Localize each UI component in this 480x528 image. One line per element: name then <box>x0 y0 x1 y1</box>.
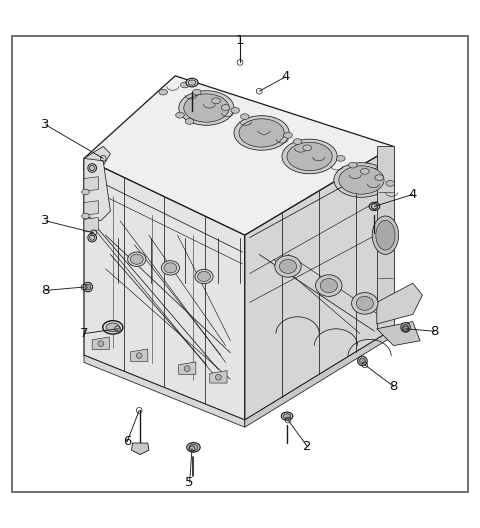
Text: 8: 8 <box>430 325 439 338</box>
Polygon shape <box>84 158 245 420</box>
Ellipse shape <box>339 166 384 194</box>
Ellipse shape <box>106 323 120 332</box>
Circle shape <box>136 353 142 359</box>
Text: 3: 3 <box>41 214 50 227</box>
Ellipse shape <box>89 235 95 240</box>
Ellipse shape <box>131 254 143 264</box>
Polygon shape <box>84 201 98 215</box>
Ellipse shape <box>284 133 292 138</box>
Circle shape <box>184 366 190 372</box>
Text: 3: 3 <box>41 118 50 131</box>
Circle shape <box>403 325 408 330</box>
Polygon shape <box>84 218 98 232</box>
Ellipse shape <box>234 116 289 150</box>
Polygon shape <box>210 371 227 383</box>
Polygon shape <box>92 337 109 350</box>
Ellipse shape <box>334 163 389 197</box>
Polygon shape <box>132 443 149 455</box>
Ellipse shape <box>316 275 342 296</box>
Polygon shape <box>179 362 196 374</box>
Ellipse shape <box>369 202 380 211</box>
Ellipse shape <box>360 168 369 174</box>
Ellipse shape <box>188 80 196 85</box>
Ellipse shape <box>375 175 384 181</box>
Circle shape <box>216 374 221 380</box>
Circle shape <box>401 323 410 332</box>
Circle shape <box>360 358 365 364</box>
Ellipse shape <box>88 164 96 172</box>
Ellipse shape <box>376 220 395 250</box>
Ellipse shape <box>164 263 177 273</box>
Ellipse shape <box>185 119 194 124</box>
Ellipse shape <box>189 444 198 450</box>
Ellipse shape <box>371 204 378 209</box>
Ellipse shape <box>221 105 230 110</box>
Ellipse shape <box>231 108 240 114</box>
Ellipse shape <box>82 213 89 219</box>
Ellipse shape <box>103 320 123 334</box>
Ellipse shape <box>386 181 395 186</box>
Text: 4: 4 <box>281 70 290 83</box>
Ellipse shape <box>88 233 96 242</box>
Polygon shape <box>377 283 422 324</box>
Ellipse shape <box>282 139 337 174</box>
Polygon shape <box>84 146 110 171</box>
Ellipse shape <box>281 412 293 420</box>
Ellipse shape <box>180 82 189 88</box>
Circle shape <box>358 356 367 366</box>
Ellipse shape <box>192 89 201 95</box>
Text: 5: 5 <box>185 476 194 489</box>
Polygon shape <box>245 329 394 427</box>
Ellipse shape <box>336 156 345 161</box>
Text: 8: 8 <box>389 380 398 393</box>
Ellipse shape <box>184 94 229 122</box>
Polygon shape <box>84 158 110 221</box>
Text: 7: 7 <box>80 327 88 340</box>
Ellipse shape <box>187 442 200 452</box>
Ellipse shape <box>287 143 332 171</box>
Circle shape <box>98 341 104 346</box>
Ellipse shape <box>198 271 210 281</box>
Polygon shape <box>84 76 394 235</box>
Ellipse shape <box>159 89 168 95</box>
Ellipse shape <box>176 112 184 118</box>
Ellipse shape <box>82 189 89 195</box>
Ellipse shape <box>161 261 180 275</box>
Ellipse shape <box>372 216 398 254</box>
Ellipse shape <box>283 414 290 419</box>
Ellipse shape <box>89 165 95 171</box>
Ellipse shape <box>293 139 302 145</box>
Ellipse shape <box>195 269 213 284</box>
Ellipse shape <box>239 119 284 147</box>
Text: 6: 6 <box>123 435 132 448</box>
Ellipse shape <box>186 78 198 87</box>
Ellipse shape <box>240 114 249 119</box>
Polygon shape <box>131 349 148 362</box>
Polygon shape <box>377 322 420 346</box>
Ellipse shape <box>356 296 373 310</box>
Ellipse shape <box>348 162 357 168</box>
Ellipse shape <box>128 252 146 267</box>
Text: 2: 2 <box>303 440 312 453</box>
Text: 1: 1 <box>236 34 244 48</box>
Circle shape <box>85 284 91 290</box>
Polygon shape <box>84 355 245 427</box>
Ellipse shape <box>320 279 337 293</box>
Ellipse shape <box>179 91 234 125</box>
Circle shape <box>83 282 93 292</box>
Text: 4: 4 <box>408 188 417 201</box>
Ellipse shape <box>275 256 301 277</box>
Polygon shape <box>245 146 394 420</box>
Ellipse shape <box>351 293 378 314</box>
Ellipse shape <box>303 145 312 150</box>
Polygon shape <box>84 177 98 191</box>
Polygon shape <box>377 146 394 329</box>
Ellipse shape <box>279 259 297 274</box>
Ellipse shape <box>212 98 220 103</box>
Text: 8: 8 <box>41 284 50 297</box>
